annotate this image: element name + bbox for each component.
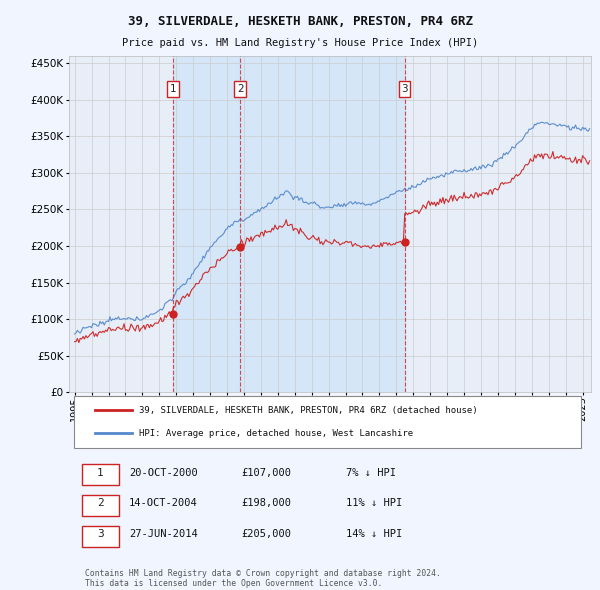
Text: 1: 1 [170, 84, 176, 94]
Text: 2: 2 [97, 499, 104, 509]
Text: £107,000: £107,000 [241, 468, 291, 478]
Text: 14-OCT-2004: 14-OCT-2004 [129, 499, 198, 509]
Text: 14% ↓ HPI: 14% ↓ HPI [346, 529, 402, 539]
Text: 20-OCT-2000: 20-OCT-2000 [129, 468, 198, 478]
FancyBboxPatch shape [82, 464, 119, 485]
Text: 11% ↓ HPI: 11% ↓ HPI [346, 499, 402, 509]
Text: 1: 1 [97, 468, 104, 478]
Text: 39, SILVERDALE, HESKETH BANK, PRESTON, PR4 6RZ (detached house): 39, SILVERDALE, HESKETH BANK, PRESTON, P… [139, 406, 478, 415]
Text: Price paid vs. HM Land Registry's House Price Index (HPI): Price paid vs. HM Land Registry's House … [122, 38, 478, 48]
FancyBboxPatch shape [82, 526, 119, 547]
Text: 7% ↓ HPI: 7% ↓ HPI [346, 468, 395, 478]
FancyBboxPatch shape [82, 495, 119, 516]
Bar [173, 56, 241, 392]
Text: £205,000: £205,000 [241, 529, 291, 539]
Text: 2: 2 [237, 84, 244, 94]
Text: HPI: Average price, detached house, West Lancashire: HPI: Average price, detached house, West… [139, 429, 413, 438]
Text: 3: 3 [401, 84, 408, 94]
Text: £198,000: £198,000 [241, 499, 291, 509]
Text: Contains HM Land Registry data © Crown copyright and database right 2024.
This d: Contains HM Land Registry data © Crown c… [85, 569, 440, 588]
Text: 3: 3 [97, 529, 104, 539]
FancyBboxPatch shape [74, 396, 581, 448]
Bar [241, 56, 404, 392]
Text: 39, SILVERDALE, HESKETH BANK, PRESTON, PR4 6RZ: 39, SILVERDALE, HESKETH BANK, PRESTON, P… [128, 15, 473, 28]
Text: 27-JUN-2014: 27-JUN-2014 [129, 529, 198, 539]
